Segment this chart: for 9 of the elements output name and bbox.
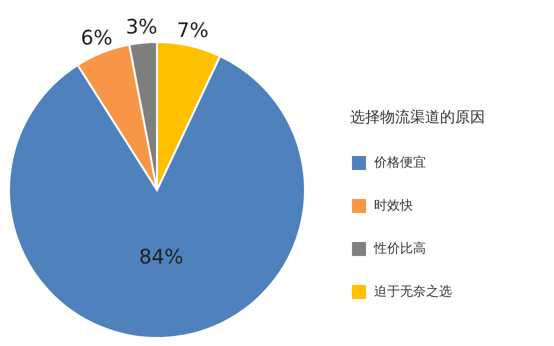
legend-label: 价格便宜 [373, 154, 426, 170]
data-label: 3% [126, 14, 158, 39]
data-label: 84% [138, 244, 184, 268]
legend-label: 时效快 [374, 198, 413, 214]
data-label: 6% [80, 26, 112, 50]
legend-title: 选择物流渠道的原因 [350, 108, 485, 126]
data-label: 7% [176, 18, 209, 42]
legend-label: 迫于无奈之选 [374, 284, 452, 300]
legend-label: 性价比高 [373, 240, 426, 256]
